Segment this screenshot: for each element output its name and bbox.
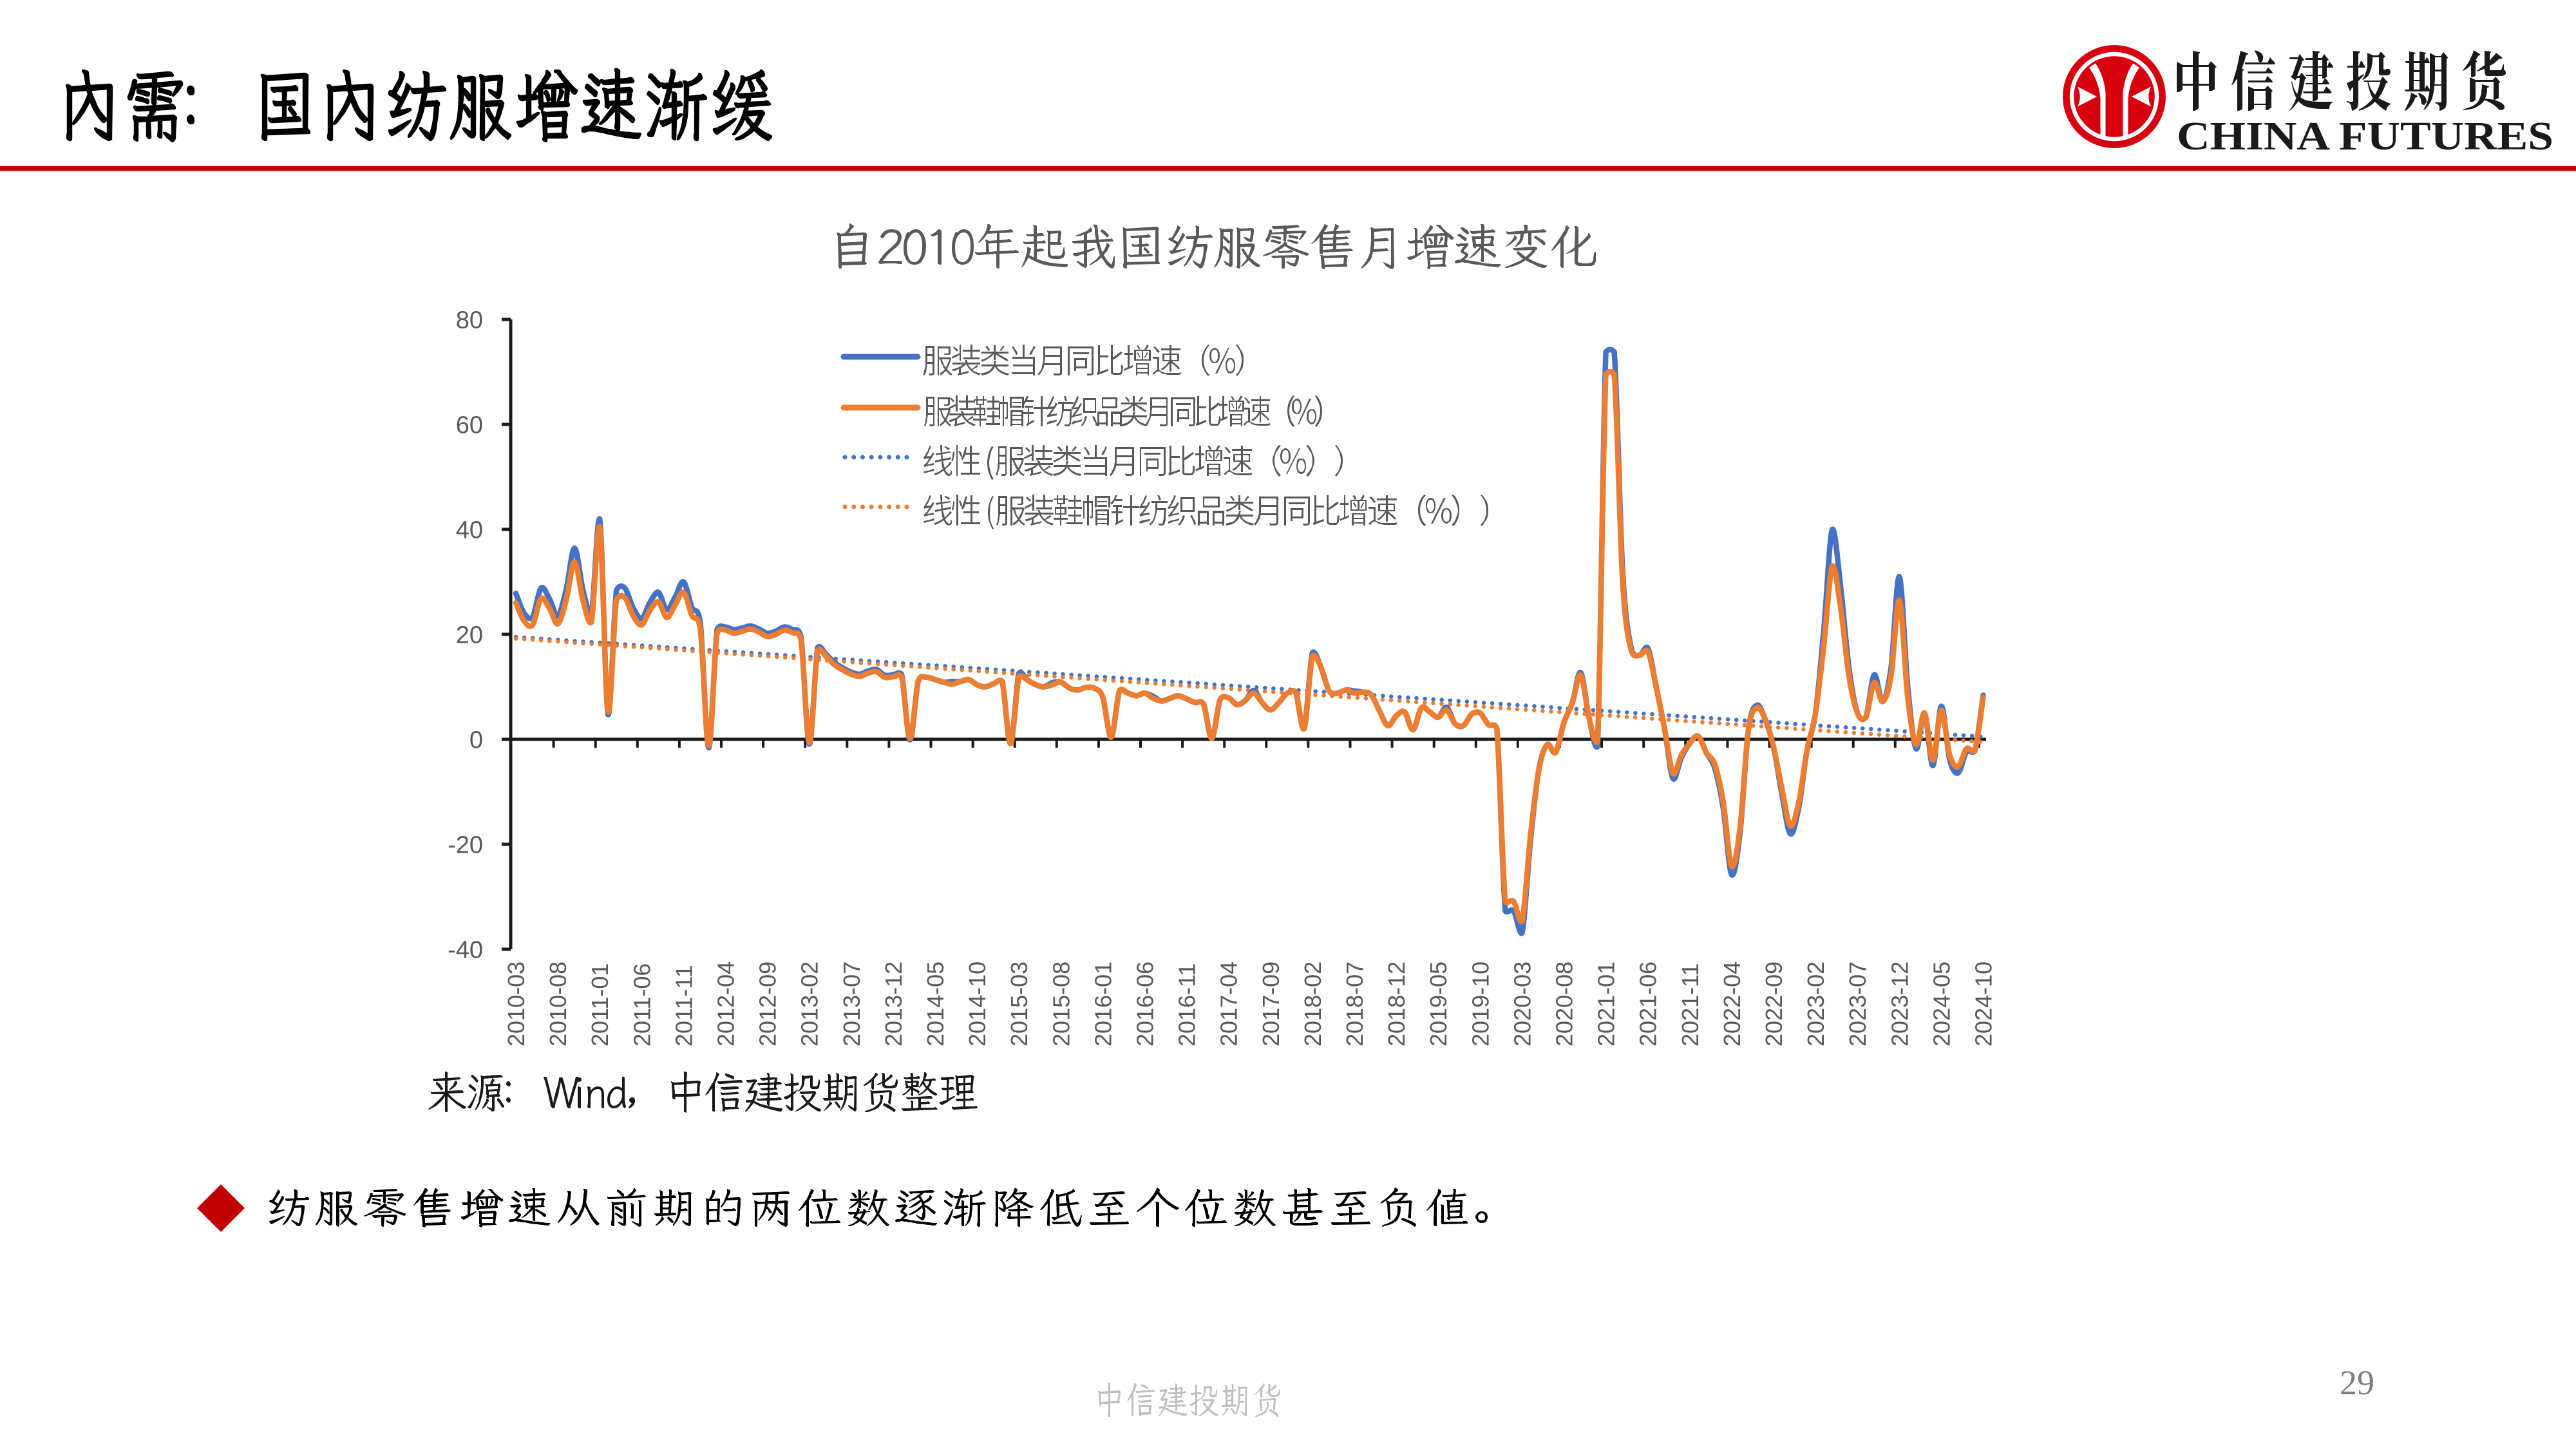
svg-text:2016-11: 2016-11 <box>1174 963 1200 1046</box>
svg-text:CHINA FUTURES: CHINA FUTURES <box>2177 115 2553 158</box>
svg-text:2010-03: 2010-03 <box>503 961 529 1046</box>
svg-text:2018-02: 2018-02 <box>1300 961 1326 1046</box>
svg-text:2013-07: 2013-07 <box>838 961 865 1046</box>
svg-text:2011-06: 2011-06 <box>629 963 655 1046</box>
svg-text:2020-03: 2020-03 <box>1509 961 1535 1046</box>
svg-text:2022-09: 2022-09 <box>1761 961 1787 1046</box>
svg-text:2022-04: 2022-04 <box>1719 961 1745 1046</box>
svg-text:2014-05: 2014-05 <box>922 961 949 1046</box>
svg-text:2014-10: 2014-10 <box>964 961 990 1046</box>
svg-text:2011-11: 2011-11 <box>670 965 697 1046</box>
svg-text:2019-10: 2019-10 <box>1467 961 1493 1046</box>
svg-text:2021-06: 2021-06 <box>1635 961 1662 1046</box>
svg-text:2016-06: 2016-06 <box>1132 961 1159 1046</box>
svg-text:2024-10: 2024-10 <box>1971 961 1997 1046</box>
svg-text:2013-12: 2013-12 <box>880 961 907 1046</box>
svg-text:2015-03: 2015-03 <box>1006 961 1032 1046</box>
svg-text:2020-08: 2020-08 <box>1551 961 1578 1046</box>
svg-text:29: 29 <box>2340 1363 2374 1402</box>
svg-text:-40: -40 <box>448 937 483 964</box>
svg-text:2016-01: 2016-01 <box>1090 961 1116 1046</box>
svg-text:2018-07: 2018-07 <box>1341 961 1368 1046</box>
svg-text:2021-11: 2021-11 <box>1677 963 1703 1046</box>
svg-text:2010-08: 2010-08 <box>545 961 571 1046</box>
svg-text:2011-01: 2011-01 <box>587 963 613 1046</box>
svg-text:2013-02: 2013-02 <box>797 961 823 1046</box>
svg-text:2019-05: 2019-05 <box>1425 961 1452 1046</box>
svg-text:40: 40 <box>456 517 483 544</box>
svg-text:20: 20 <box>456 622 483 649</box>
svg-text:2021-01: 2021-01 <box>1593 961 1620 1046</box>
svg-text:2017-04: 2017-04 <box>1216 961 1242 1046</box>
svg-text:2024-05: 2024-05 <box>1928 961 1955 1046</box>
svg-text:80: 80 <box>456 307 483 334</box>
svg-text:2023-02: 2023-02 <box>1803 961 1829 1046</box>
svg-text:2017-09: 2017-09 <box>1258 961 1284 1046</box>
svg-text:2023-07: 2023-07 <box>1844 961 1871 1046</box>
svg-text:2012-04: 2012-04 <box>713 961 739 1046</box>
svg-text:-20: -20 <box>448 832 483 859</box>
svg-text:2015-08: 2015-08 <box>1048 961 1074 1046</box>
svg-text:2023-12: 2023-12 <box>1886 961 1913 1046</box>
svg-text:2018-12: 2018-12 <box>1383 961 1410 1046</box>
svg-text:60: 60 <box>456 412 483 439</box>
svg-text:2012-09: 2012-09 <box>755 961 781 1046</box>
svg-text:0: 0 <box>469 727 483 754</box>
